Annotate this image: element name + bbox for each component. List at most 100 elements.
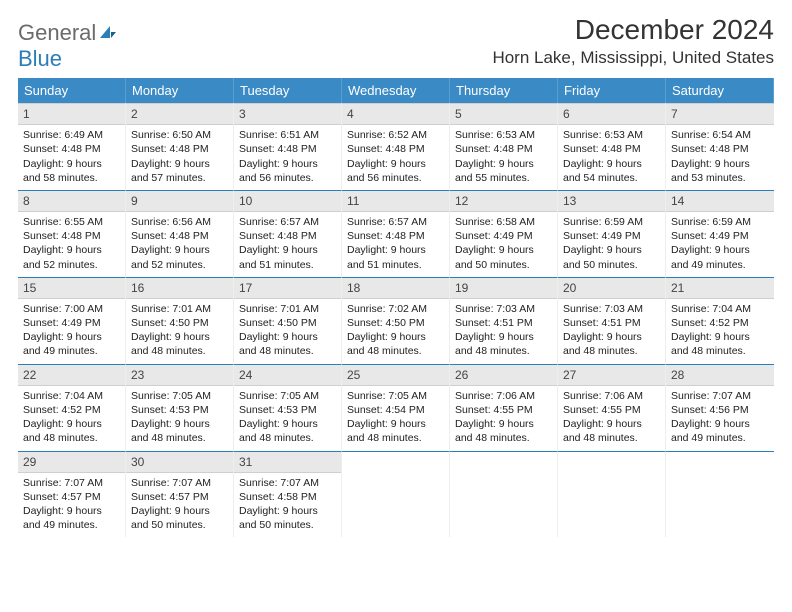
day-number: 4 [342, 104, 449, 125]
sunrise-line: Sunrise: 6:51 AM [239, 128, 336, 142]
sunset-line: Sunset: 4:55 PM [563, 403, 660, 417]
day-number: 3 [234, 104, 341, 125]
daylight-line: Daylight: 9 hours and 54 minutes. [563, 157, 660, 185]
day-number: 24 [234, 365, 341, 386]
day-number: 25 [342, 365, 449, 386]
day-body: Sunrise: 7:07 AMSunset: 4:58 PMDaylight:… [234, 473, 341, 538]
daylight-line: Daylight: 9 hours and 48 minutes. [23, 417, 120, 445]
day-body: Sunrise: 7:03 AMSunset: 4:51 PMDaylight:… [558, 299, 665, 364]
day-body: Sunrise: 7:05 AMSunset: 4:53 PMDaylight:… [234, 386, 341, 451]
day-body: Sunrise: 7:02 AMSunset: 4:50 PMDaylight:… [342, 299, 449, 364]
day-cell: 16Sunrise: 7:01 AMSunset: 4:50 PMDayligh… [126, 277, 234, 364]
day-cell: 1Sunrise: 6:49 AMSunset: 4:48 PMDaylight… [18, 103, 126, 190]
sunset-line: Sunset: 4:50 PM [347, 316, 444, 330]
day-body: Sunrise: 6:58 AMSunset: 4:49 PMDaylight:… [450, 212, 557, 277]
daylight-line: Daylight: 9 hours and 52 minutes. [23, 243, 120, 271]
sunset-line: Sunset: 4:55 PM [455, 403, 552, 417]
day-cell: 10Sunrise: 6:57 AMSunset: 4:48 PMDayligh… [234, 190, 342, 277]
daylight-line: Daylight: 9 hours and 48 minutes. [563, 330, 660, 358]
daylight-line: Daylight: 9 hours and 49 minutes. [671, 417, 769, 445]
logo-text-general: General [18, 20, 96, 45]
day-cell: 8Sunrise: 6:55 AMSunset: 4:48 PMDaylight… [18, 190, 126, 277]
day-body: Sunrise: 7:07 AMSunset: 4:57 PMDaylight:… [18, 473, 125, 538]
daylight-line: Daylight: 9 hours and 48 minutes. [131, 417, 228, 445]
day-number: 17 [234, 278, 341, 299]
day-body: Sunrise: 7:03 AMSunset: 4:51 PMDaylight:… [450, 299, 557, 364]
day-cell: 13Sunrise: 6:59 AMSunset: 4:49 PMDayligh… [558, 190, 666, 277]
day-body: Sunrise: 7:05 AMSunset: 4:54 PMDaylight:… [342, 386, 449, 451]
sunset-line: Sunset: 4:48 PM [239, 229, 336, 243]
sunrise-line: Sunrise: 7:05 AM [347, 389, 444, 403]
day-body: Sunrise: 7:04 AMSunset: 4:52 PMDaylight:… [666, 299, 774, 364]
day-body: Sunrise: 7:07 AMSunset: 4:57 PMDaylight:… [126, 473, 233, 538]
day-cell: 23Sunrise: 7:05 AMSunset: 4:53 PMDayligh… [126, 364, 234, 451]
daylight-line: Daylight: 9 hours and 52 minutes. [131, 243, 228, 271]
daylight-line: Daylight: 9 hours and 53 minutes. [671, 157, 769, 185]
day-cell: 5Sunrise: 6:53 AMSunset: 4:48 PMDaylight… [450, 103, 558, 190]
sunrise-line: Sunrise: 6:57 AM [347, 215, 444, 229]
sunset-line: Sunset: 4:51 PM [563, 316, 660, 330]
day-number: 10 [234, 191, 341, 212]
day-body: Sunrise: 7:04 AMSunset: 4:52 PMDaylight:… [18, 386, 125, 451]
sunset-line: Sunset: 4:48 PM [671, 142, 769, 156]
day-body: Sunrise: 7:06 AMSunset: 4:55 PMDaylight:… [558, 386, 665, 451]
sunrise-line: Sunrise: 7:06 AM [563, 389, 660, 403]
day-cell: 17Sunrise: 7:01 AMSunset: 4:50 PMDayligh… [234, 277, 342, 364]
daylight-line: Daylight: 9 hours and 50 minutes. [131, 504, 228, 532]
sunset-line: Sunset: 4:50 PM [239, 316, 336, 330]
sunset-line: Sunset: 4:49 PM [455, 229, 552, 243]
location-text: Horn Lake, Mississippi, United States [492, 48, 774, 68]
daylight-line: Daylight: 9 hours and 56 minutes. [239, 157, 336, 185]
daylight-line: Daylight: 9 hours and 50 minutes. [239, 504, 336, 532]
sunset-line: Sunset: 4:48 PM [23, 229, 120, 243]
day-number: 18 [342, 278, 449, 299]
sunset-line: Sunset: 4:52 PM [23, 403, 120, 417]
day-cell: 4Sunrise: 6:52 AMSunset: 4:48 PMDaylight… [342, 103, 450, 190]
sunset-line: Sunset: 4:48 PM [347, 229, 444, 243]
day-cell: 11Sunrise: 6:57 AMSunset: 4:48 PMDayligh… [342, 190, 450, 277]
day-cell: 18Sunrise: 7:02 AMSunset: 4:50 PMDayligh… [342, 277, 450, 364]
daylight-line: Daylight: 9 hours and 48 minutes. [563, 417, 660, 445]
weekday-label: Thursday [450, 78, 558, 103]
sunset-line: Sunset: 4:48 PM [347, 142, 444, 156]
day-cell: 12Sunrise: 6:58 AMSunset: 4:49 PMDayligh… [450, 190, 558, 277]
empty-cell [558, 451, 666, 538]
day-number: 30 [126, 452, 233, 473]
day-cell: 24Sunrise: 7:05 AMSunset: 4:53 PMDayligh… [234, 364, 342, 451]
day-number: 22 [18, 365, 125, 386]
daylight-line: Daylight: 9 hours and 58 minutes. [23, 157, 120, 185]
day-number: 15 [18, 278, 125, 299]
sunrise-line: Sunrise: 6:59 AM [563, 215, 660, 229]
day-cell: 2Sunrise: 6:50 AMSunset: 4:48 PMDaylight… [126, 103, 234, 190]
day-cell: 25Sunrise: 7:05 AMSunset: 4:54 PMDayligh… [342, 364, 450, 451]
sunset-line: Sunset: 4:48 PM [131, 142, 228, 156]
day-cell: 26Sunrise: 7:06 AMSunset: 4:55 PMDayligh… [450, 364, 558, 451]
sunrise-line: Sunrise: 7:07 AM [23, 476, 120, 490]
day-body: Sunrise: 6:53 AMSunset: 4:48 PMDaylight:… [558, 125, 665, 190]
sunrise-line: Sunrise: 7:03 AM [563, 302, 660, 316]
calendar-grid: SundayMondayTuesdayWednesdayThursdayFrid… [18, 78, 774, 537]
daylight-line: Daylight: 9 hours and 48 minutes. [239, 417, 336, 445]
empty-cell [450, 451, 558, 538]
logo: General Blue [18, 14, 118, 72]
day-number: 7 [666, 104, 774, 125]
sunrise-line: Sunrise: 7:04 AM [23, 389, 120, 403]
sunrise-line: Sunrise: 6:59 AM [671, 215, 769, 229]
day-body: Sunrise: 6:52 AMSunset: 4:48 PMDaylight:… [342, 125, 449, 190]
weekday-label: Tuesday [234, 78, 342, 103]
day-cell: 28Sunrise: 7:07 AMSunset: 4:56 PMDayligh… [666, 364, 774, 451]
day-body: Sunrise: 6:59 AMSunset: 4:49 PMDaylight:… [666, 212, 774, 277]
day-cell: 19Sunrise: 7:03 AMSunset: 4:51 PMDayligh… [450, 277, 558, 364]
day-body: Sunrise: 6:54 AMSunset: 4:48 PMDaylight:… [666, 125, 774, 190]
day-number: 2 [126, 104, 233, 125]
day-number: 1 [18, 104, 125, 125]
title-block: December 2024 Horn Lake, Mississippi, Un… [492, 14, 774, 68]
daylight-line: Daylight: 9 hours and 56 minutes. [347, 157, 444, 185]
sunset-line: Sunset: 4:48 PM [455, 142, 552, 156]
day-body: Sunrise: 6:57 AMSunset: 4:48 PMDaylight:… [234, 212, 341, 277]
daylight-line: Daylight: 9 hours and 49 minutes. [23, 504, 120, 532]
daylight-line: Daylight: 9 hours and 50 minutes. [455, 243, 552, 271]
sunset-line: Sunset: 4:54 PM [347, 403, 444, 417]
weekday-label: Monday [126, 78, 234, 103]
day-number: 29 [18, 452, 125, 473]
